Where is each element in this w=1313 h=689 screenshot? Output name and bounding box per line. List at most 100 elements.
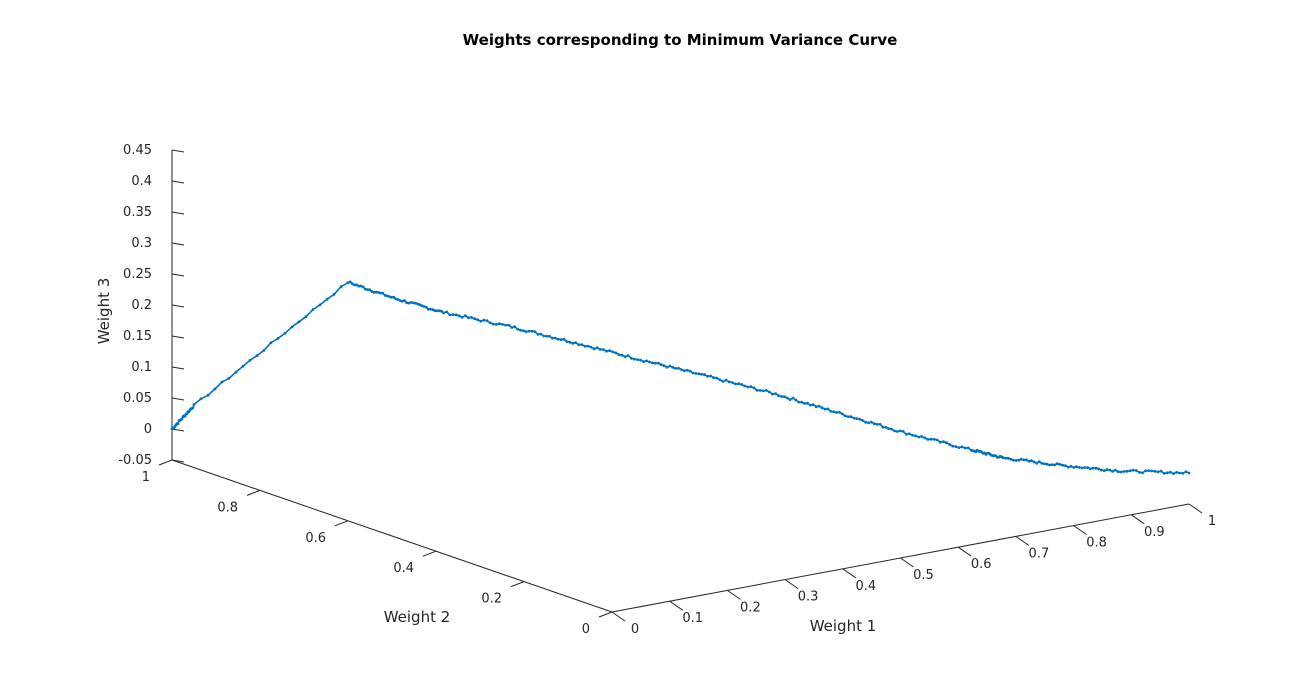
z-tick-mark bbox=[171, 335, 185, 339]
data-point bbox=[1153, 469, 1157, 473]
y-tick-mark bbox=[246, 489, 261, 496]
data-point bbox=[501, 323, 504, 326]
data-point bbox=[764, 389, 768, 392]
x-tick-label: 0.1 bbox=[682, 611, 703, 626]
data-point bbox=[1165, 471, 1169, 475]
data-point bbox=[427, 307, 430, 311]
data-point bbox=[454, 313, 458, 317]
data-point bbox=[843, 414, 847, 418]
data-point bbox=[712, 376, 716, 380]
data-point bbox=[881, 425, 885, 429]
data-point bbox=[542, 334, 546, 338]
data-point bbox=[476, 318, 480, 322]
data-point bbox=[659, 363, 663, 367]
data-point bbox=[1017, 458, 1020, 462]
data-point bbox=[811, 403, 815, 407]
data-point bbox=[1108, 468, 1112, 472]
data-point bbox=[680, 368, 683, 371]
data-point bbox=[914, 434, 917, 438]
z-tick-label: 0.3 bbox=[131, 236, 152, 251]
data-point bbox=[896, 430, 899, 433]
y-tick-label: 0.6 bbox=[305, 531, 326, 546]
data-point bbox=[348, 280, 352, 284]
z-tick-label: 0 bbox=[144, 422, 152, 437]
data-point bbox=[890, 427, 893, 431]
y-tick-mark bbox=[510, 581, 525, 588]
data-point bbox=[405, 301, 409, 305]
data-point bbox=[677, 366, 680, 370]
data-point bbox=[255, 354, 259, 357]
data-point bbox=[370, 290, 374, 293]
data-point bbox=[414, 301, 417, 305]
data-point bbox=[623, 355, 627, 359]
data-point bbox=[671, 365, 675, 369]
data-point bbox=[213, 387, 217, 391]
data-point bbox=[840, 412, 844, 416]
data-point bbox=[460, 315, 464, 319]
data-point bbox=[586, 344, 590, 348]
data-point bbox=[368, 288, 372, 292]
data-point bbox=[614, 351, 618, 355]
data-point bbox=[639, 358, 642, 362]
data-point bbox=[1001, 456, 1005, 460]
data-point bbox=[626, 354, 630, 357]
data-point bbox=[855, 417, 859, 420]
data-point bbox=[752, 386, 756, 390]
data-point bbox=[700, 372, 704, 376]
data-point bbox=[803, 402, 806, 405]
data-point bbox=[359, 284, 363, 288]
data-point bbox=[620, 353, 624, 357]
data-point bbox=[387, 295, 391, 298]
x-tick-label: 0.6 bbox=[971, 557, 992, 572]
data-point bbox=[694, 372, 698, 375]
data-point bbox=[1144, 469, 1147, 473]
data-point bbox=[491, 322, 495, 326]
data-point bbox=[662, 364, 666, 368]
data-point bbox=[1030, 459, 1033, 462]
x-tick-label: 0.5 bbox=[913, 568, 934, 583]
y-tick-label: 0 bbox=[582, 622, 590, 637]
data-point bbox=[800, 400, 804, 404]
data-point bbox=[768, 390, 771, 394]
data-point bbox=[875, 422, 879, 426]
data-point bbox=[409, 301, 413, 304]
data-point bbox=[297, 320, 301, 324]
data-point bbox=[463, 314, 467, 318]
x-tick-label: 1 bbox=[1208, 514, 1216, 529]
data-point bbox=[1102, 469, 1106, 472]
data-point bbox=[394, 297, 398, 301]
data-point bbox=[416, 302, 419, 306]
data-point bbox=[420, 304, 424, 307]
x-tick-mark bbox=[1131, 514, 1145, 525]
data-point bbox=[470, 316, 473, 319]
data-point bbox=[473, 317, 476, 321]
data-point bbox=[945, 441, 948, 445]
data-point bbox=[1019, 457, 1023, 461]
data-point bbox=[858, 417, 862, 421]
x-tick-label: 0.2 bbox=[740, 600, 761, 615]
data-point bbox=[377, 290, 380, 294]
y-tick-mark bbox=[598, 611, 613, 618]
data-point bbox=[809, 403, 812, 407]
data-point bbox=[1037, 460, 1041, 463]
data-point bbox=[1022, 458, 1026, 462]
data-point bbox=[448, 313, 452, 317]
data-point bbox=[445, 310, 449, 314]
data-point bbox=[1009, 457, 1013, 461]
z-tick-mark bbox=[171, 273, 185, 277]
data-point bbox=[437, 309, 441, 313]
data-point bbox=[530, 329, 534, 333]
data-point bbox=[780, 395, 783, 398]
data-point bbox=[864, 420, 867, 424]
data-point bbox=[199, 397, 203, 401]
data-point bbox=[817, 404, 821, 408]
data-point bbox=[777, 394, 780, 398]
data-point bbox=[734, 382, 737, 386]
data-point bbox=[311, 308, 315, 311]
data-point bbox=[332, 293, 336, 296]
data-point bbox=[806, 401, 809, 405]
data-point bbox=[904, 432, 908, 436]
data-point bbox=[220, 380, 224, 384]
data-point bbox=[227, 376, 231, 380]
x-tick-label: 0.7 bbox=[1029, 546, 1050, 561]
